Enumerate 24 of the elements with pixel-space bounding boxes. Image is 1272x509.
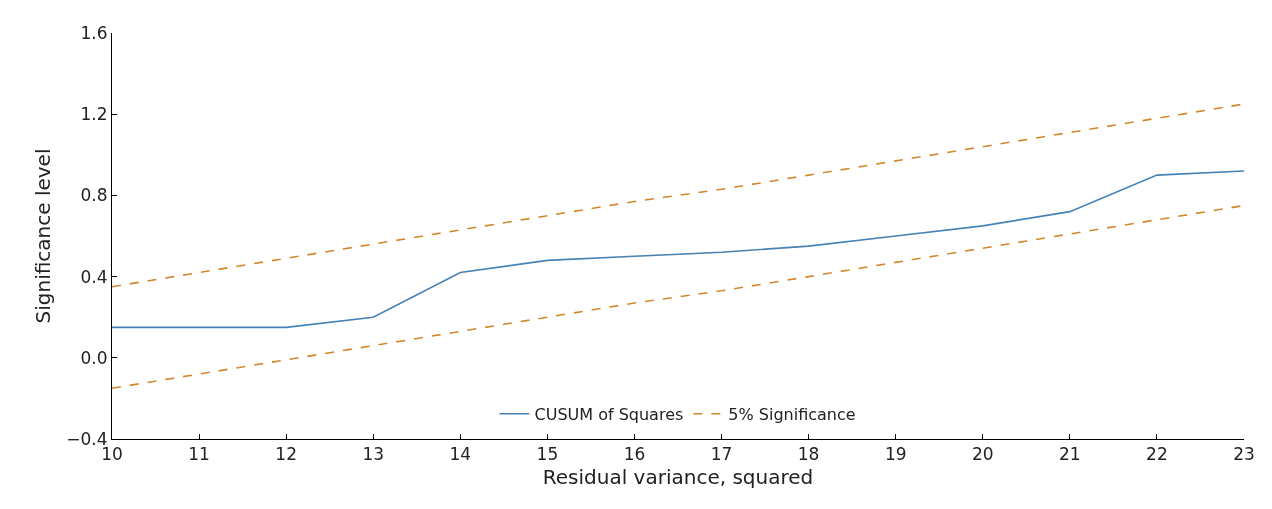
- x-tick-label: 14: [449, 444, 472, 465]
- y-tick-label: 0.4: [80, 266, 108, 287]
- legend-label: CUSUM of Squares: [534, 405, 684, 425]
- line-series: [112, 170, 1244, 329]
- x-tick-label: 18: [797, 444, 820, 465]
- x-tick-label: 20: [971, 444, 994, 465]
- y-axis-title: Significance level: [30, 148, 55, 324]
- y-tick-label: 1.6: [80, 22, 108, 43]
- x-tick-label: 11: [188, 444, 210, 465]
- y-tick-label: 0.0: [80, 347, 108, 368]
- x-tick-label: 19: [884, 444, 907, 465]
- legend-label: 5% Significance: [728, 405, 856, 425]
- x-tick-label: 22: [1146, 444, 1168, 465]
- x-axis-title: Residual variance, squared: [542, 464, 814, 489]
- x-tick-label: 23: [1233, 444, 1255, 465]
- x-tick-label: 17: [710, 444, 733, 465]
- x-tick-label: 12: [275, 444, 297, 465]
- x-tick-label: 21: [1059, 444, 1081, 465]
- x-tick-label: 10: [101, 444, 123, 465]
- x-tick-label: 16: [623, 444, 646, 465]
- x-tick-label: 15: [536, 444, 559, 465]
- x-tick-label: 13: [362, 444, 385, 465]
- y-tick-label: 1.2: [80, 104, 108, 125]
- y-tick-label: 0.8: [80, 185, 108, 206]
